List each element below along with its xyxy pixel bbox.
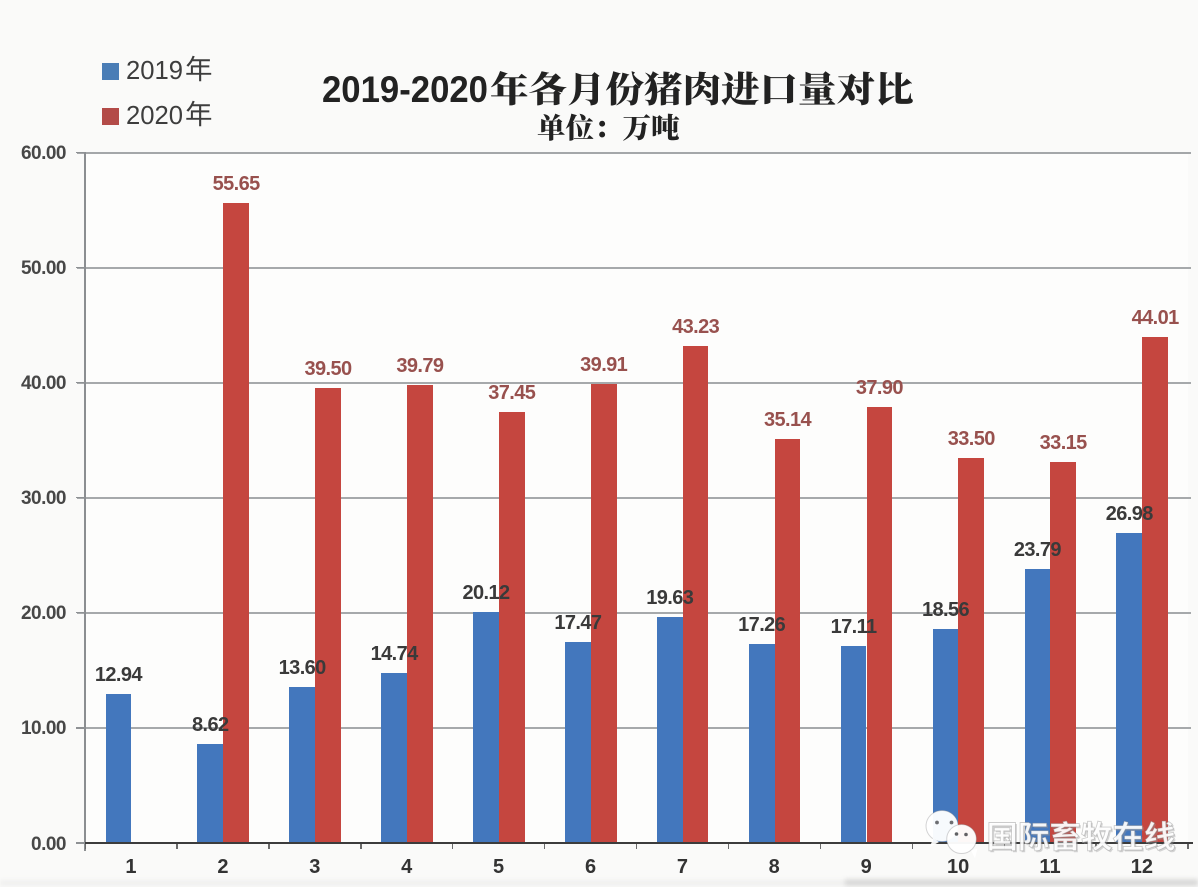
svg-text:2019: 2019	[126, 55, 183, 85]
svg-text:2019-2020: 2019-2020	[322, 69, 488, 110]
svg-text:2020: 2020	[126, 100, 183, 130]
